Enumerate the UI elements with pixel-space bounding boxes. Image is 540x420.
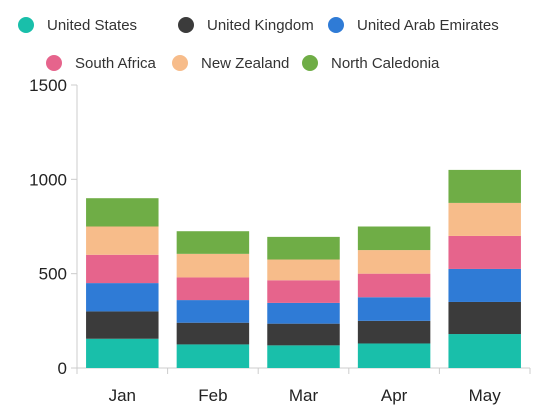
- bar-segment[interactable]: [448, 268, 521, 302]
- bar-stack: [448, 169, 521, 368]
- legend-label: New Zealand: [201, 55, 289, 72]
- bar-segment[interactable]: [176, 300, 250, 323]
- bar-segment[interactable]: [176, 322, 250, 345]
- bar-stack: [86, 198, 159, 368]
- axes: 0 500 1000 1500 Jan Feb Mar Apr May: [29, 76, 531, 405]
- bar-segment[interactable]: [176, 344, 250, 368]
- y-tick-label: 1000: [29, 170, 67, 189]
- bar-segment[interactable]: [357, 343, 431, 368]
- bar-segment[interactable]: [357, 226, 431, 251]
- bar-stack: [176, 231, 250, 368]
- legend-item[interactable]: South Africa: [46, 55, 157, 72]
- legend-label: United Kingdom: [207, 17, 314, 34]
- legend-item[interactable]: United Arab Emirates: [328, 17, 499, 34]
- bar-stack: [357, 226, 431, 368]
- bar-segment[interactable]: [357, 297, 431, 321]
- legend-label: North Caledonia: [331, 55, 440, 72]
- y-tick-label: 1500: [29, 76, 67, 95]
- bar-segment[interactable]: [86, 254, 159, 284]
- bar-segment[interactable]: [86, 226, 159, 255]
- legend-item[interactable]: United States: [18, 17, 137, 34]
- bar-segment[interactable]: [86, 338, 159, 368]
- bar-segment[interactable]: [357, 250, 431, 274]
- bar-segment[interactable]: [267, 259, 340, 281]
- bar-segment[interactable]: [267, 280, 340, 303]
- bar-segment[interactable]: [357, 320, 431, 344]
- bar-segment[interactable]: [448, 235, 521, 269]
- legend-item[interactable]: New Zealand: [172, 55, 289, 72]
- legend-swatch: [18, 17, 34, 33]
- bar-segment[interactable]: [176, 231, 250, 254]
- x-tick-label: Jan: [109, 386, 136, 405]
- bar-segment[interactable]: [176, 277, 250, 301]
- y-tick-label: 500: [39, 265, 67, 284]
- y-tick-label: 0: [58, 359, 67, 378]
- bar-segment[interactable]: [448, 301, 521, 335]
- bar-stack: [267, 236, 340, 368]
- legend: United States United Kingdom United Arab E…: [18, 17, 499, 72]
- bar-segment[interactable]: [86, 311, 159, 339]
- bar-segment[interactable]: [448, 334, 521, 368]
- legend-swatch: [46, 55, 62, 71]
- legend-swatch: [328, 17, 344, 33]
- bar-segment[interactable]: [448, 169, 521, 203]
- x-tick-label: Mar: [289, 386, 319, 405]
- bar-segment[interactable]: [448, 202, 521, 236]
- bar-segment[interactable]: [86, 283, 159, 312]
- legend-label: South Africa: [75, 55, 157, 72]
- bar-segment[interactable]: [267, 345, 340, 368]
- x-tick-label: Feb: [198, 386, 227, 405]
- legend-label: United States: [47, 17, 137, 34]
- legend-swatch: [178, 17, 194, 33]
- bar-segment[interactable]: [267, 323, 340, 346]
- bar-segment[interactable]: [176, 253, 250, 278]
- legend-item[interactable]: United Kingdom: [178, 17, 314, 34]
- bar-segment[interactable]: [86, 198, 159, 227]
- bars: [86, 169, 521, 368]
- legend-swatch: [172, 55, 188, 71]
- bar-segment[interactable]: [267, 302, 340, 324]
- legend-item[interactable]: North Caledonia: [302, 55, 440, 72]
- x-tick-label: May: [469, 386, 502, 405]
- legend-label: United Arab Emirates: [357, 17, 499, 34]
- x-tick-label: Apr: [381, 386, 408, 405]
- bar-segment[interactable]: [267, 236, 340, 260]
- bar-segment[interactable]: [357, 273, 431, 298]
- legend-swatch: [302, 55, 318, 71]
